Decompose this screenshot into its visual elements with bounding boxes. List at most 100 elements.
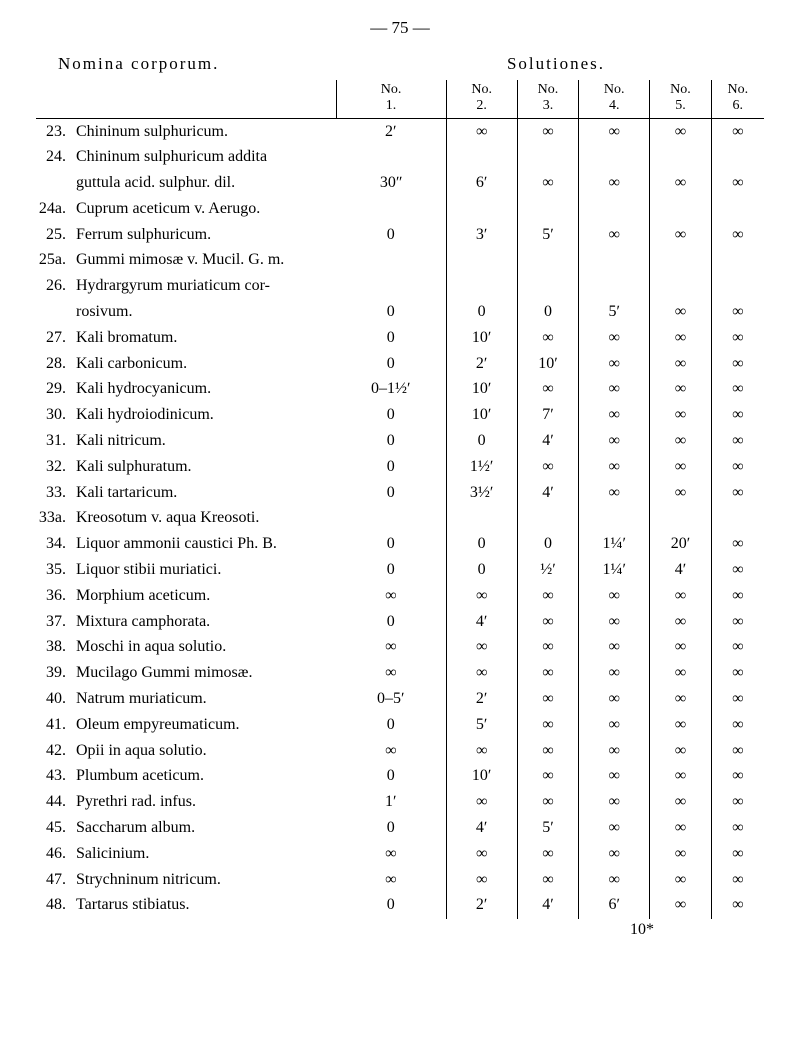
row-index: 31. — [36, 429, 72, 455]
cell: ∞ — [446, 867, 517, 893]
cell: 0 — [446, 558, 517, 584]
row-name: Pyrethri rad. infus. — [72, 790, 336, 816]
cell: 2ʹ — [446, 687, 517, 713]
cell — [446, 274, 517, 300]
row-name: Ferrum sulphuricum. — [72, 222, 336, 248]
row-index: 23. — [36, 119, 72, 145]
cell: ∞ — [711, 661, 764, 687]
col-header-5: No.5. — [650, 80, 711, 119]
cell: ∞ — [711, 583, 764, 609]
row-index: 27. — [36, 325, 72, 351]
cell — [446, 248, 517, 274]
title-nomina: Nomina corporum. — [36, 54, 348, 74]
cell: ∞ — [446, 635, 517, 661]
cell — [650, 196, 711, 222]
row-name: Hydrargyrum muriaticum cor- — [72, 274, 336, 300]
table-row: 35.Liquor stibii muriatici.00½ʹ1¼ʹ4ʹ∞ — [36, 558, 764, 584]
cell: ∞ — [650, 300, 711, 326]
cell: ∞ — [446, 119, 517, 145]
cell: ∞ — [711, 609, 764, 635]
row-name: guttula acid. sulphur. dil. — [72, 171, 336, 197]
row-index: 29. — [36, 377, 72, 403]
cell: ∞ — [446, 790, 517, 816]
cell: 0 — [336, 454, 446, 480]
cell: ∞ — [517, 377, 578, 403]
cell: ∞ — [650, 609, 711, 635]
row-index: 47. — [36, 867, 72, 893]
row-name: Salicinium. — [72, 841, 336, 867]
cell — [579, 248, 650, 274]
cell: 6ʹ — [446, 171, 517, 197]
cell: ∞ — [650, 661, 711, 687]
cell: 3½ʹ — [446, 480, 517, 506]
cell: ∞ — [711, 816, 764, 842]
cell: ∞ — [711, 532, 764, 558]
row-index: 33. — [36, 480, 72, 506]
cell: 0 — [446, 532, 517, 558]
cell: ∞ — [579, 429, 650, 455]
cell: ∞ — [579, 325, 650, 351]
cell: 0 — [336, 480, 446, 506]
cell: 0 — [446, 300, 517, 326]
cell: ∞ — [517, 738, 578, 764]
cell: 20ʹ — [650, 532, 711, 558]
cell: ∞ — [650, 351, 711, 377]
table-row: 30.Kali hydroiodinicum.010ʹ7ʹ∞∞∞ — [36, 403, 764, 429]
col-header-6: No.6. — [711, 80, 764, 119]
cell — [711, 506, 764, 532]
cell: ∞ — [711, 893, 764, 919]
cell: 0 — [336, 403, 446, 429]
cell: ∞ — [517, 171, 578, 197]
row-name: Plumbum aceticum. — [72, 764, 336, 790]
cell: ∞ — [711, 480, 764, 506]
table-row: 24.Chininum sulphuricum addita — [36, 145, 764, 171]
table-row: 36.Morphium aceticum.∞∞∞∞∞∞ — [36, 583, 764, 609]
table-row: 42.Opii in aqua solutio.∞∞∞∞∞∞ — [36, 738, 764, 764]
cell: 0 — [336, 351, 446, 377]
cell: ∞ — [446, 583, 517, 609]
table-row: 25a.Gummi mimosæ v. Mucil. G. m. — [36, 248, 764, 274]
cell: ∞ — [579, 635, 650, 661]
cell: 1ʹ — [336, 790, 446, 816]
cell: ∞ — [579, 171, 650, 197]
row-name: Gummi mimosæ v. Mucil. G. m. — [72, 248, 336, 274]
table-row: guttula acid. sulphur. dil.30ʺ6ʹ∞∞∞∞ — [36, 171, 764, 197]
cell: ∞ — [650, 712, 711, 738]
table-row: 37.Mixtura camphorata.04ʹ∞∞∞∞ — [36, 609, 764, 635]
row-index: 26. — [36, 274, 72, 300]
table-row: rosivum.0005ʹ∞∞ — [36, 300, 764, 326]
row-index: 24a. — [36, 196, 72, 222]
cell — [336, 145, 446, 171]
cell: ∞ — [579, 480, 650, 506]
cell: ∞ — [517, 764, 578, 790]
cell: 0 — [336, 764, 446, 790]
cell: 0 — [446, 429, 517, 455]
cell: ∞ — [517, 867, 578, 893]
cell: 3ʹ — [446, 222, 517, 248]
cell — [711, 248, 764, 274]
cell: ∞ — [711, 300, 764, 326]
cell: ∞ — [446, 661, 517, 687]
cell — [446, 145, 517, 171]
signature-mark: 10* — [36, 921, 764, 939]
cell: 0–1½ʹ — [336, 377, 446, 403]
cell — [650, 506, 711, 532]
cell: ∞ — [650, 816, 711, 842]
cell — [711, 196, 764, 222]
table-row: 24a.Cuprum aceticum v. Aerugo. — [36, 196, 764, 222]
cell — [517, 145, 578, 171]
cell: ∞ — [579, 583, 650, 609]
table-row: 48.Tartarus stibiatus.02ʹ4ʹ6ʹ∞∞ — [36, 893, 764, 919]
cell — [517, 196, 578, 222]
cell: ∞ — [650, 429, 711, 455]
cell: 1½ʹ — [446, 454, 517, 480]
cell: ∞ — [711, 119, 764, 145]
cell: 10ʹ — [446, 403, 517, 429]
cell: 0 — [336, 532, 446, 558]
cell — [517, 248, 578, 274]
cell: ∞ — [650, 687, 711, 713]
cell: ∞ — [517, 454, 578, 480]
cell: ∞ — [579, 867, 650, 893]
col-header-name — [72, 80, 336, 119]
cell — [446, 506, 517, 532]
